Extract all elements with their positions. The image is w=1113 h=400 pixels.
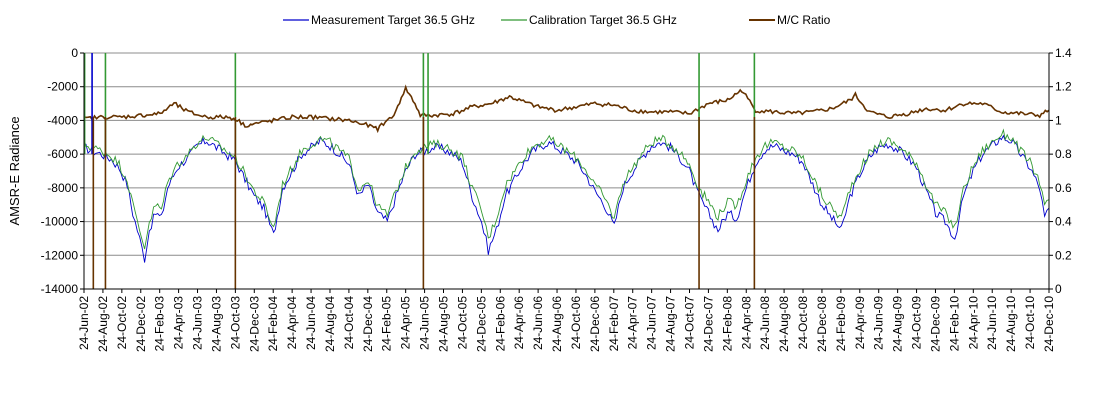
x-tick-label: 24-Dec-02: [134, 296, 148, 352]
x-tick-label: 24-Feb-07: [607, 296, 621, 352]
y-right-tick-label: 0.6: [1055, 181, 1072, 195]
legend-label-measurement: Measurement Target 36.5 GHz: [311, 13, 475, 27]
x-tick-label: 24-Dec-10: [1042, 296, 1056, 352]
y-right-tick-label: 1.4: [1055, 46, 1072, 60]
x-tick-label: 24-Oct-03: [228, 296, 242, 350]
x-tick-label: 24-Apr-10: [966, 296, 980, 350]
y-left-tick-label: -12000: [41, 248, 79, 262]
x-tick-label: 24-Dec-09: [929, 296, 943, 352]
x-tick-label: 24-Feb-09: [834, 296, 848, 352]
x-tick-label: 24-Apr-07: [626, 296, 640, 350]
x-tick-label: 24-Jun-02: [77, 296, 91, 350]
x-tick-label: 24-Feb-10: [947, 296, 961, 352]
x-tick-label: 24-Oct-09: [910, 296, 924, 350]
x-tick-label: 24-Aug-05: [437, 296, 451, 352]
x-tick-label: 24-Feb-06: [493, 296, 507, 352]
x-tick-label: 24-Aug-04: [323, 296, 337, 352]
x-tick-label: 24-Feb-05: [380, 296, 394, 352]
x-tick-labels: 24-Jun-02 24-Aug-02 24-Oct-02 24-Dec-02 24-F…: [77, 296, 1056, 352]
axes: [80, 52, 1053, 293]
x-tick-label: 24-Dec-03: [247, 296, 261, 352]
x-tick-label: 24-Dec-06: [588, 296, 602, 352]
legend-label-ratio: M/C Ratio: [777, 13, 831, 27]
series-line-m-c-ratio: [83, 84, 1050, 134]
x-tick-label: 24-Oct-08: [796, 296, 810, 350]
x-tick-label: 24-Apr-04: [285, 296, 299, 350]
y-right-tick-label: 0: [1055, 282, 1062, 296]
legend-label-calibration: Calibration Target 36.5 GHz: [529, 13, 677, 27]
x-tick-label: 24-Dec-04: [361, 296, 375, 352]
y-right-tick-labels: 1.4 1.2 1 0.8 0.6 0.4 0.2 0: [1055, 46, 1072, 296]
x-tick-label: 24-Oct-04: [342, 296, 356, 350]
x-tick-label: 24-Oct-10: [1023, 296, 1037, 350]
y-right-tick-label: 0.4: [1055, 215, 1072, 229]
x-tick-label: 24-Aug-10: [1004, 296, 1018, 352]
x-tick-label: 24-Apr-06: [512, 296, 526, 350]
plot-series: [83, 53, 1050, 289]
x-tick-label: 24-Aug-03: [210, 296, 224, 352]
x-tick-label: 24-Feb-04: [266, 296, 280, 352]
x-tick-label: 24-Dec-05: [474, 296, 488, 352]
x-tick-label: 24-Oct-07: [683, 296, 697, 350]
legend: Measurement Target 36.5 GHz Calibration …: [283, 13, 831, 27]
y-right-tick-label: 1: [1055, 113, 1062, 127]
x-tick-label: 24-Oct-05: [455, 296, 469, 350]
y-left-tick-label: -4000: [47, 113, 78, 127]
x-tick-label: 24-Feb-08: [720, 296, 734, 352]
x-tick-label: 24-Jun-05: [418, 296, 432, 350]
x-tick-label: 24-Jun-09: [872, 296, 886, 350]
gridlines: [84, 52, 1049, 290]
x-tick-label: 24-Oct-02: [115, 296, 129, 350]
x-tick-label: 24-Feb-03: [153, 296, 167, 352]
y-right-tick-label: 0.2: [1055, 248, 1072, 262]
x-tick-label: 24-Oct-06: [569, 296, 583, 350]
x-tick-label: 24-Aug-09: [891, 296, 905, 352]
x-tick-label: 24-Aug-08: [777, 296, 791, 352]
x-tick-label: 24-Jun-06: [531, 296, 545, 350]
x-tick-label: 24-Apr-08: [739, 296, 753, 350]
x-tick-label: 24-Aug-02: [96, 296, 110, 352]
y-left-tick-label: -10000: [41, 215, 79, 229]
x-tick-label: 24-Aug-07: [664, 296, 678, 352]
x-tick-label: 24-Jun-10: [985, 296, 999, 350]
y-axis-title: AMSR-E Radiance: [7, 116, 22, 225]
x-tick-label: 24-Jun-03: [191, 296, 205, 350]
y-left-tick-label: -14000: [41, 282, 79, 296]
x-tick-label: 24-Aug-06: [550, 296, 564, 352]
y-left-tick-label: -2000: [47, 80, 78, 94]
y-left-tick-label: -6000: [47, 147, 78, 161]
x-tick-label: 24-Jun-07: [645, 296, 659, 350]
y-right-tick-label: 1.2: [1055, 80, 1072, 94]
series-line-measurement-target-36-5-ghz: [83, 134, 1050, 263]
x-tick-label: 24-Apr-03: [172, 296, 186, 350]
x-tick-label: 24-Jun-04: [304, 296, 318, 350]
x-tick-label: 24-Dec-07: [701, 296, 715, 352]
x-tick-label: 24-Dec-08: [815, 296, 829, 352]
y-left-tick-labels: 0 -2000 -4000 -6000 -8000 -10000 -12000 -14000: [41, 46, 79, 296]
x-tick-label: 24-Apr-05: [399, 296, 413, 350]
x-tick-label: 24-Apr-09: [853, 296, 867, 350]
y-left-tick-label: -8000: [47, 181, 78, 195]
y-right-tick-label: 0.8: [1055, 147, 1072, 161]
y-left-tick-label: 0: [71, 46, 78, 60]
series-line-calibration-target-36-5-ghz: [83, 128, 1050, 250]
x-tick-label: 24-Jun-08: [758, 296, 772, 350]
